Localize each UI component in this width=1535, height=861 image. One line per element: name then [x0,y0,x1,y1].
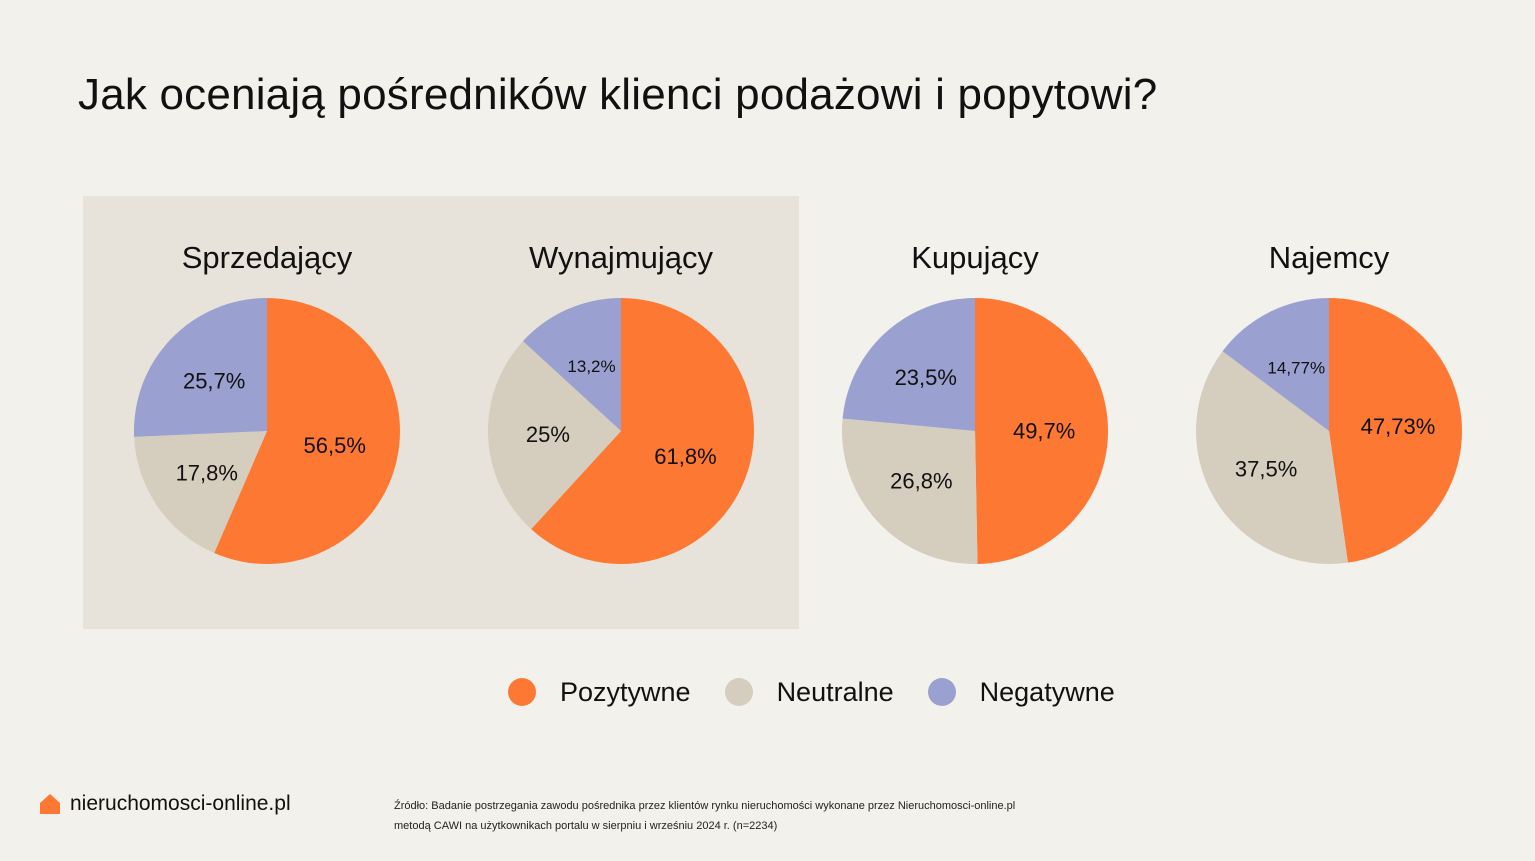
pie-slice-negatywne [522,298,621,431]
slice-label-negatywne: 14,77% [1267,359,1325,378]
pie-chart-sprzedajacy: Sprzedający 56,5% 17,8% 25,7% [117,240,417,570]
chart-title: Kupujący [911,240,1039,275]
source-line-2: metodą CAWI na użytkownikach portalu w s… [394,820,778,832]
slice-label-pozytywne: 47,73% [1361,414,1436,439]
slice-label-neutralne: 17,8% [176,460,238,485]
legend-swatch [508,678,536,706]
legend-label: Pozytywne [560,676,691,707]
page-title: Jak oceniają pośredników klienci podażow… [78,70,1158,119]
legend-label: Negatywne [979,676,1115,707]
slice-label-negatywne: 13,2% [567,357,615,376]
house-icon [40,794,60,814]
brand-name: nieruchomosci-online.pl [70,792,291,815]
chart-title: Sprzedający [181,240,353,275]
slice-label-negatywne: 23,5% [895,365,957,390]
pie-slice-pozytywne [214,298,400,564]
source-note: Źródło: Badanie postrzegania zawodu pośr… [394,796,1015,836]
pie-chart-najemcy: Najemcy 47,73% 37,5% 14,77% [1179,240,1479,570]
pie-svg: 56,5% 17,8% 25,7% [134,298,400,564]
slice-label-neutralne: 25% [526,422,570,447]
pie-svg: 49,7% 26,8% 23,5% [842,298,1109,564]
slice-label-pozytywne: 49,7% [1013,418,1075,443]
pie-slice-neutralne [1196,351,1348,564]
pie-slice-pozytywne [531,298,754,564]
legend-label: Neutralne [776,676,894,707]
legend-swatch [724,678,753,706]
legend-item-negatywne: Negatywne [927,676,1115,708]
pie-svg: 47,73% 37,5% 14,77% [1196,298,1463,564]
legend-item-neutralne: Neutralne [724,676,894,708]
pie-slice-neutralne [842,418,978,564]
slice-label-pozytywne: 56,5% [304,433,366,458]
pie-chart-wynajmujacy: Wynajmujący 61,8% 25% 13,2% [471,240,771,570]
legend: Pozytywne Neutralne Negatywne [508,672,1149,712]
slice-label-negatywne: 25,7% [183,368,245,393]
pie-slice-negatywne [842,298,975,431]
source-line-1: Źródło: Badanie postrzegania zawodu pośr… [394,800,1016,812]
legend-swatch [927,678,956,706]
slice-label-neutralne: 37,5% [1235,456,1297,481]
legend-item-pozytywne: Pozytywne [508,677,691,708]
pie-slice-pozytywne [1329,298,1463,563]
pie-svg: 61,8% 25% 13,2% [488,298,754,564]
slice-label-neutralne: 26,8% [890,469,952,494]
pie-slice-negatywne [1222,298,1329,431]
brand-logo[interactable]: nieruchomosci-online.pl [38,792,291,816]
chart-title: Wynajmujący [528,240,714,275]
pie-slice-pozytywne [975,298,1109,564]
pie-slice-neutralne [488,341,621,530]
slice-label-pozytywne: 61,8% [654,444,716,469]
pie-slice-negatywne [134,298,267,437]
pie-chart-kupujacy: Kupujący 49,7% 26,8% 23,5% [825,240,1125,570]
pie-slice-neutralne [134,431,267,554]
chart-title: Najemcy [1268,240,1390,275]
